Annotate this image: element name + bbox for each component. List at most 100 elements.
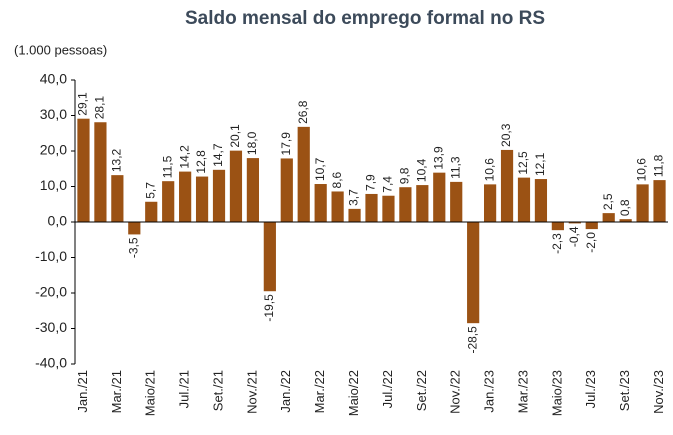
- bar: [179, 171, 192, 222]
- bar: [229, 150, 243, 222]
- x-tick-label: Jul./22: [380, 370, 395, 408]
- value-label: 8,6: [330, 171, 344, 188]
- y-tick-label: 30,0: [40, 106, 67, 122]
- x-tick-label: Jan./21: [75, 370, 90, 413]
- bar: [145, 201, 158, 222]
- bar: [94, 122, 107, 222]
- bar: [416, 185, 429, 222]
- value-label: 18,0: [245, 131, 259, 155]
- value-label: 7,4: [381, 176, 395, 193]
- value-label: -28,5: [465, 326, 479, 354]
- x-tick-label: Nov./21: [244, 370, 259, 414]
- value-label: 14,7: [211, 143, 225, 167]
- bar: [314, 184, 327, 222]
- y-tick-label: -10,0: [35, 248, 67, 264]
- value-label: 10,6: [635, 158, 649, 182]
- bar: [382, 195, 395, 222]
- bar: [585, 222, 598, 230]
- y-tick-label: -30,0: [35, 319, 67, 335]
- x-tick-label: Mar./22: [312, 370, 327, 413]
- x-tick-label: Maio/22: [346, 370, 361, 416]
- x-tick-label: Set./21: [210, 370, 225, 411]
- x-tick-label: Jul./23: [583, 370, 598, 408]
- x-tick-label: Jul./21: [177, 370, 192, 408]
- bar: [348, 208, 361, 222]
- value-label: 13,9: [431, 146, 445, 170]
- bar: [568, 222, 581, 224]
- y-tick-label: 10,0: [40, 177, 67, 193]
- bar: [246, 158, 259, 222]
- bar: [653, 180, 666, 222]
- x-tick-label: Mar./21: [109, 370, 124, 413]
- value-label: 2,5: [601, 193, 615, 210]
- bar: [500, 149, 514, 222]
- value-label: 28,1: [93, 96, 107, 120]
- bar: [517, 177, 531, 222]
- value-label: 9,8: [398, 167, 412, 184]
- value-label: 17,9: [279, 132, 293, 156]
- bar: [619, 219, 632, 222]
- bar: [433, 172, 446, 222]
- y-tick-label: 0,0: [48, 213, 68, 229]
- bar: [162, 181, 175, 222]
- value-label: 12,8: [194, 150, 208, 174]
- x-tick-label: Jan./22: [278, 370, 293, 413]
- bar: [263, 222, 276, 292]
- value-label: 12,1: [533, 152, 547, 176]
- bar: [365, 193, 378, 222]
- bar: [212, 169, 226, 222]
- value-label: -19,5: [262, 294, 276, 322]
- value-label: 20,1: [228, 124, 242, 148]
- value-label: 10,4: [415, 158, 429, 182]
- x-tick-label: Nov./22: [448, 370, 463, 414]
- value-label: 10,7: [313, 157, 327, 181]
- bar: [77, 118, 90, 222]
- x-tick-label: Set./23: [617, 370, 632, 411]
- value-label: 13,2: [110, 148, 124, 172]
- bar: [551, 222, 564, 231]
- bar: [399, 187, 412, 222]
- value-label: 11,5: [160, 155, 174, 178]
- value-label: 26,8: [296, 100, 310, 124]
- value-label: 11,8: [652, 154, 666, 177]
- value-label: 0,8: [618, 199, 632, 216]
- value-label: 11,3: [448, 156, 462, 179]
- value-label: 5,7: [143, 182, 157, 199]
- value-label: -2,3: [550, 233, 564, 254]
- y-tick-label: 20,0: [40, 142, 67, 158]
- chart-subtitle: (1.000 pessoas): [14, 42, 107, 57]
- bar: [280, 158, 293, 222]
- value-label: 29,1: [76, 92, 90, 116]
- bar: [484, 184, 497, 222]
- value-label: -2,0: [584, 232, 598, 253]
- value-label: -3,5: [126, 237, 140, 258]
- value-label: 10,6: [482, 158, 496, 182]
- value-label: -0,4: [567, 226, 581, 247]
- value-label: 14,2: [177, 145, 191, 169]
- bar: [602, 213, 615, 222]
- x-tick-label: Nov./23: [651, 370, 666, 414]
- value-label: 12,5: [516, 151, 530, 175]
- x-tick-label: Jan./23: [482, 370, 497, 413]
- bar: [534, 179, 548, 222]
- bar: [111, 175, 124, 222]
- value-label: 3,7: [347, 189, 361, 206]
- bar: [297, 126, 310, 222]
- bar: [636, 184, 649, 222]
- y-tick-label: 40,0: [40, 71, 67, 87]
- bar: [467, 222, 480, 324]
- bar: [195, 176, 209, 222]
- y-tick-label: -20,0: [35, 284, 67, 300]
- value-label: 20,3: [499, 123, 513, 147]
- x-tick-label: Maio/21: [143, 370, 158, 416]
- bar: [450, 181, 463, 222]
- x-tick-label: Mar./23: [515, 370, 530, 413]
- bar: [331, 191, 344, 222]
- x-tick-label: Set./22: [414, 370, 429, 411]
- value-label: 7,9: [364, 174, 378, 191]
- chart-title: Saldo mensal do emprego formal no RS: [185, 8, 545, 29]
- bar: [128, 222, 141, 235]
- x-tick-label: Maio/23: [549, 370, 564, 416]
- y-tick-label: -40,0: [35, 355, 67, 371]
